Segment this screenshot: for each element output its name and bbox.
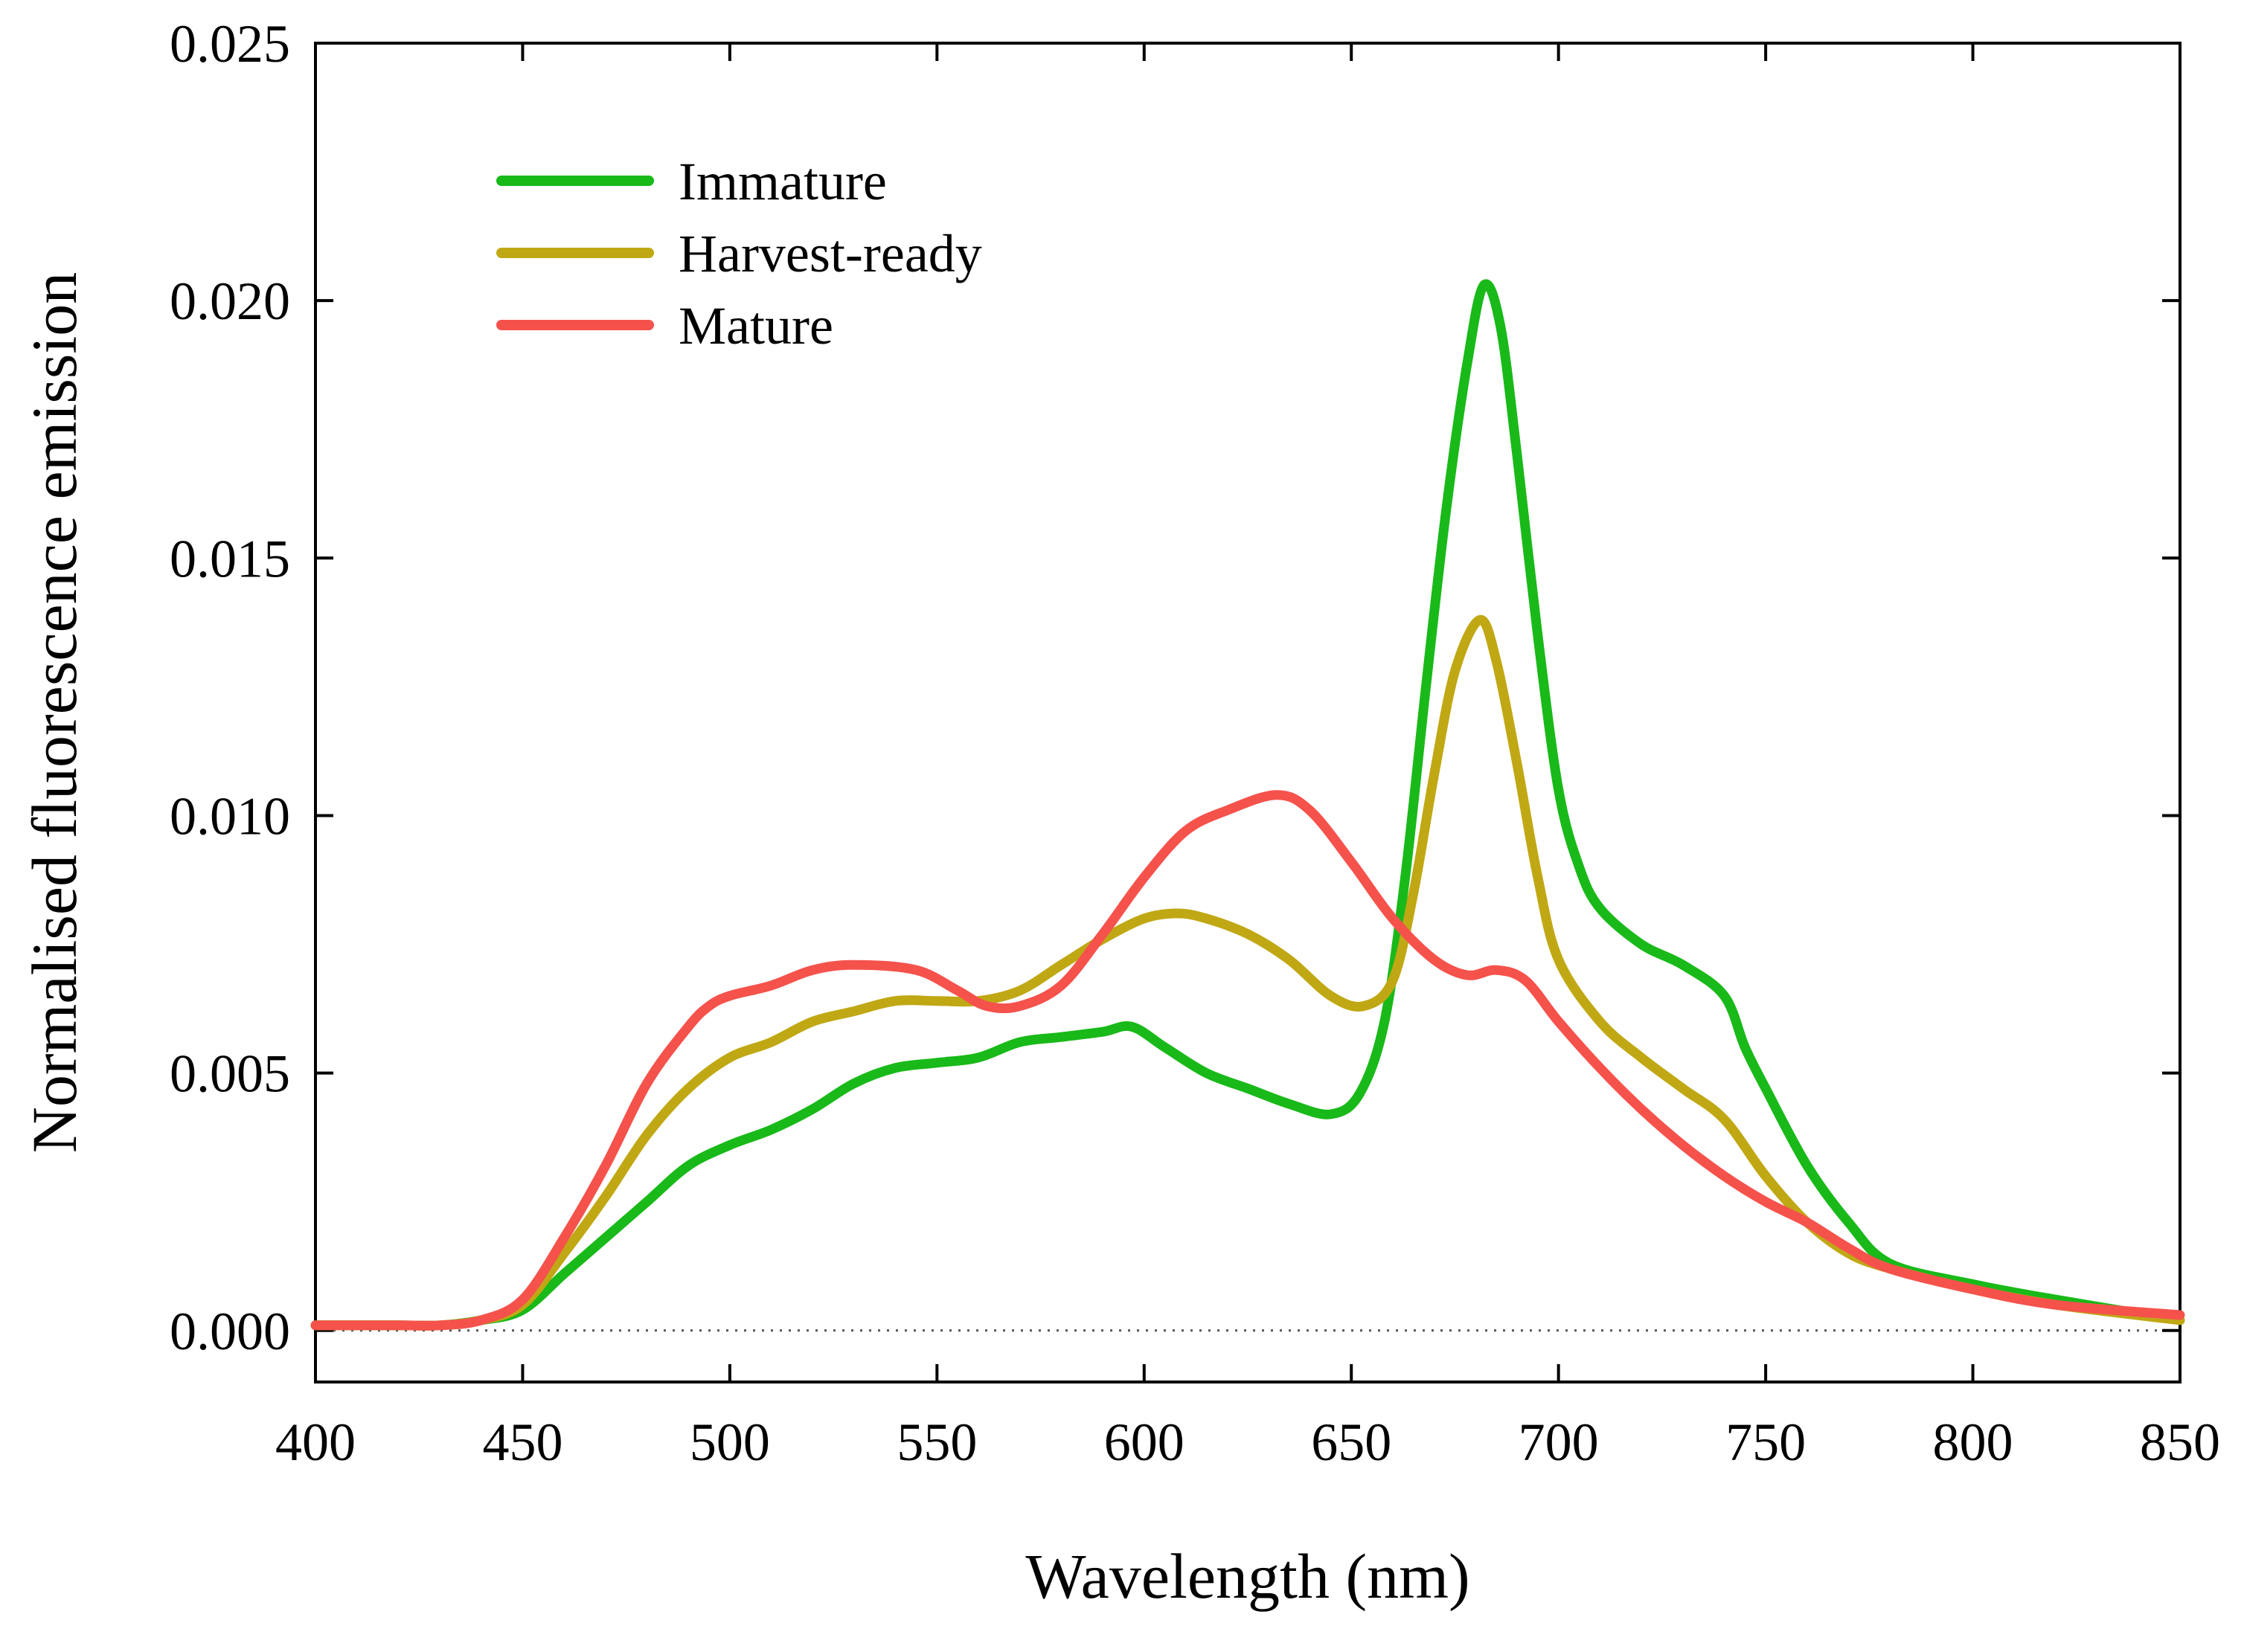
x-tick-label: 800 xyxy=(1933,1412,2013,1472)
series-group xyxy=(310,279,2185,1331)
x-axis-title: Wavelength (nm) xyxy=(1025,1540,1469,1612)
legend-label-mature: Mature xyxy=(679,296,833,356)
legend-label-immature: Immature xyxy=(679,152,887,211)
x-tick-label: 550 xyxy=(897,1412,977,1472)
y-axis-ticks: 0.000 0.005 0.010 0.015 0.020 0.025 xyxy=(170,14,2180,1361)
x-axis-ticks: 400 450 500 550 600 650 700 750 800 850 xyxy=(275,43,2220,1472)
x-tick-label: 650 xyxy=(1311,1412,1391,1472)
x-tick-label: 850 xyxy=(2140,1412,2220,1472)
series-line-harvest-ready xyxy=(310,614,2185,1331)
x-tick-label: 600 xyxy=(1104,1412,1184,1472)
y-tick-label: 0.015 xyxy=(170,529,290,588)
y-tick-label: 0.010 xyxy=(170,786,290,846)
y-tick-label: 0.000 xyxy=(170,1302,290,1361)
x-tick-label: 700 xyxy=(1519,1412,1599,1472)
legend-label-harvest-ready: Harvest-ready xyxy=(679,224,982,283)
legend: Immature Harvest-ready Mature xyxy=(496,152,982,356)
y-tick-label: 0.005 xyxy=(170,1044,290,1104)
x-tick-label: 450 xyxy=(482,1412,562,1472)
y-tick-label: 0.020 xyxy=(170,271,290,331)
y-tick-label: 0.025 xyxy=(170,14,290,74)
y-axis-title: Normalised fluorescence emission xyxy=(19,272,90,1154)
plot-frame xyxy=(314,42,2182,1383)
x-tick-label: 750 xyxy=(1725,1412,1806,1472)
series-line-immature xyxy=(310,279,2185,1331)
x-tick-label: 400 xyxy=(275,1412,356,1472)
series-line-mature xyxy=(310,790,2185,1331)
x-tick-label: 500 xyxy=(690,1412,770,1472)
